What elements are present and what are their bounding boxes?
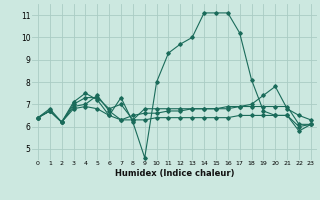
X-axis label: Humidex (Indice chaleur): Humidex (Indice chaleur) bbox=[115, 169, 234, 178]
